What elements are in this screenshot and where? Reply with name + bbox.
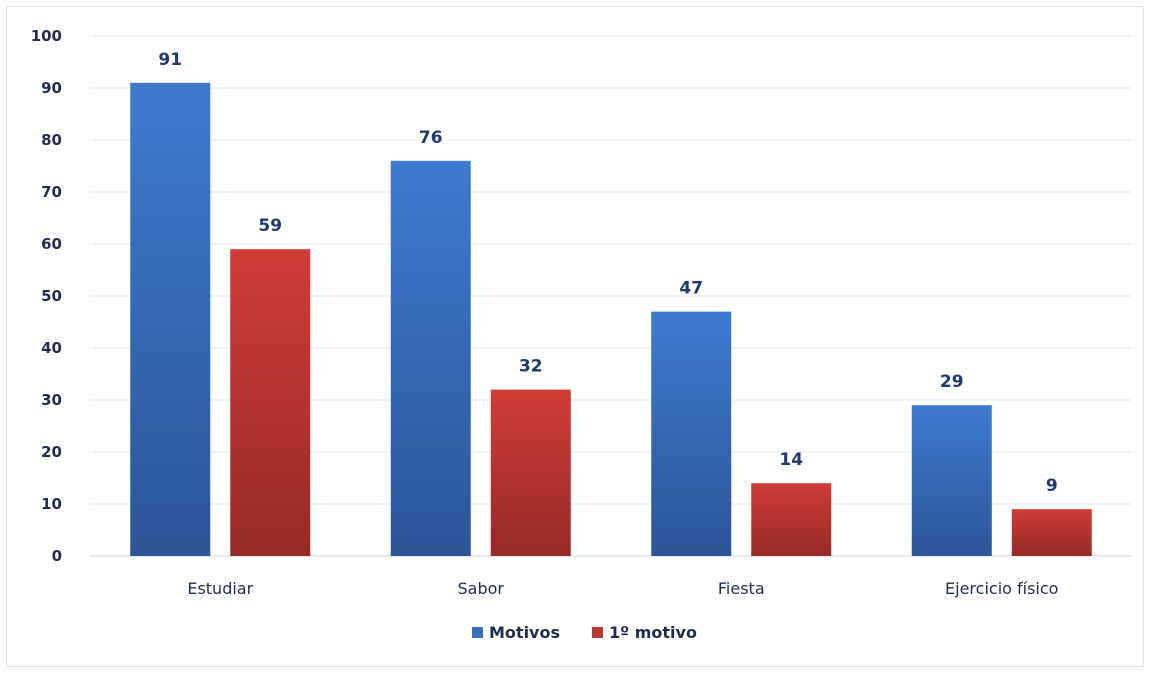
x-tick-label: Ejercicio físico [945,579,1058,598]
data-label: 59 [258,216,282,236]
bar [130,82,211,557]
y-tick-label: 0 [52,547,62,565]
bars: 91 59 76 32 47 14 29 9 [130,50,1092,557]
y-tick-label: 30 [41,391,62,409]
bar [490,389,571,556]
data-label: 91 [158,50,182,70]
y-tick-label: 20 [41,443,62,461]
data-label: 32 [519,357,543,377]
data-label: 76 [419,128,443,148]
x-tick-label: Fiesta [718,579,765,598]
legend-label: Motivos [489,623,560,642]
y-tick-label: 70 [41,183,62,201]
legend-swatch [472,627,483,638]
bar [651,311,732,556]
y-tick-label: 90 [41,79,62,97]
data-label: 9 [1046,476,1058,496]
data-label: 14 [779,450,803,470]
legend-label: 1º motivo [609,623,697,642]
x-axis: Estudiar Sabor Fiesta Ejercicio físico [187,579,1058,598]
y-tick-label: 40 [41,339,62,357]
y-tick-label: 50 [41,287,62,305]
bar [911,405,992,556]
legend-swatch [592,627,603,638]
y-tick-label: 60 [41,235,62,253]
bar [390,160,471,557]
x-tick-label: Sabor [458,579,505,598]
data-label: 29 [940,372,964,392]
y-tick-label: 10 [41,495,62,513]
x-tick-label: Estudiar [187,579,253,598]
y-tick-label: 80 [41,131,62,149]
bar [1011,509,1092,556]
legend: Motivos 1º motivo [472,623,697,642]
data-label: 47 [679,279,703,299]
bar [751,483,832,556]
y-tick-label: 100 [31,27,62,45]
bar [230,249,311,556]
